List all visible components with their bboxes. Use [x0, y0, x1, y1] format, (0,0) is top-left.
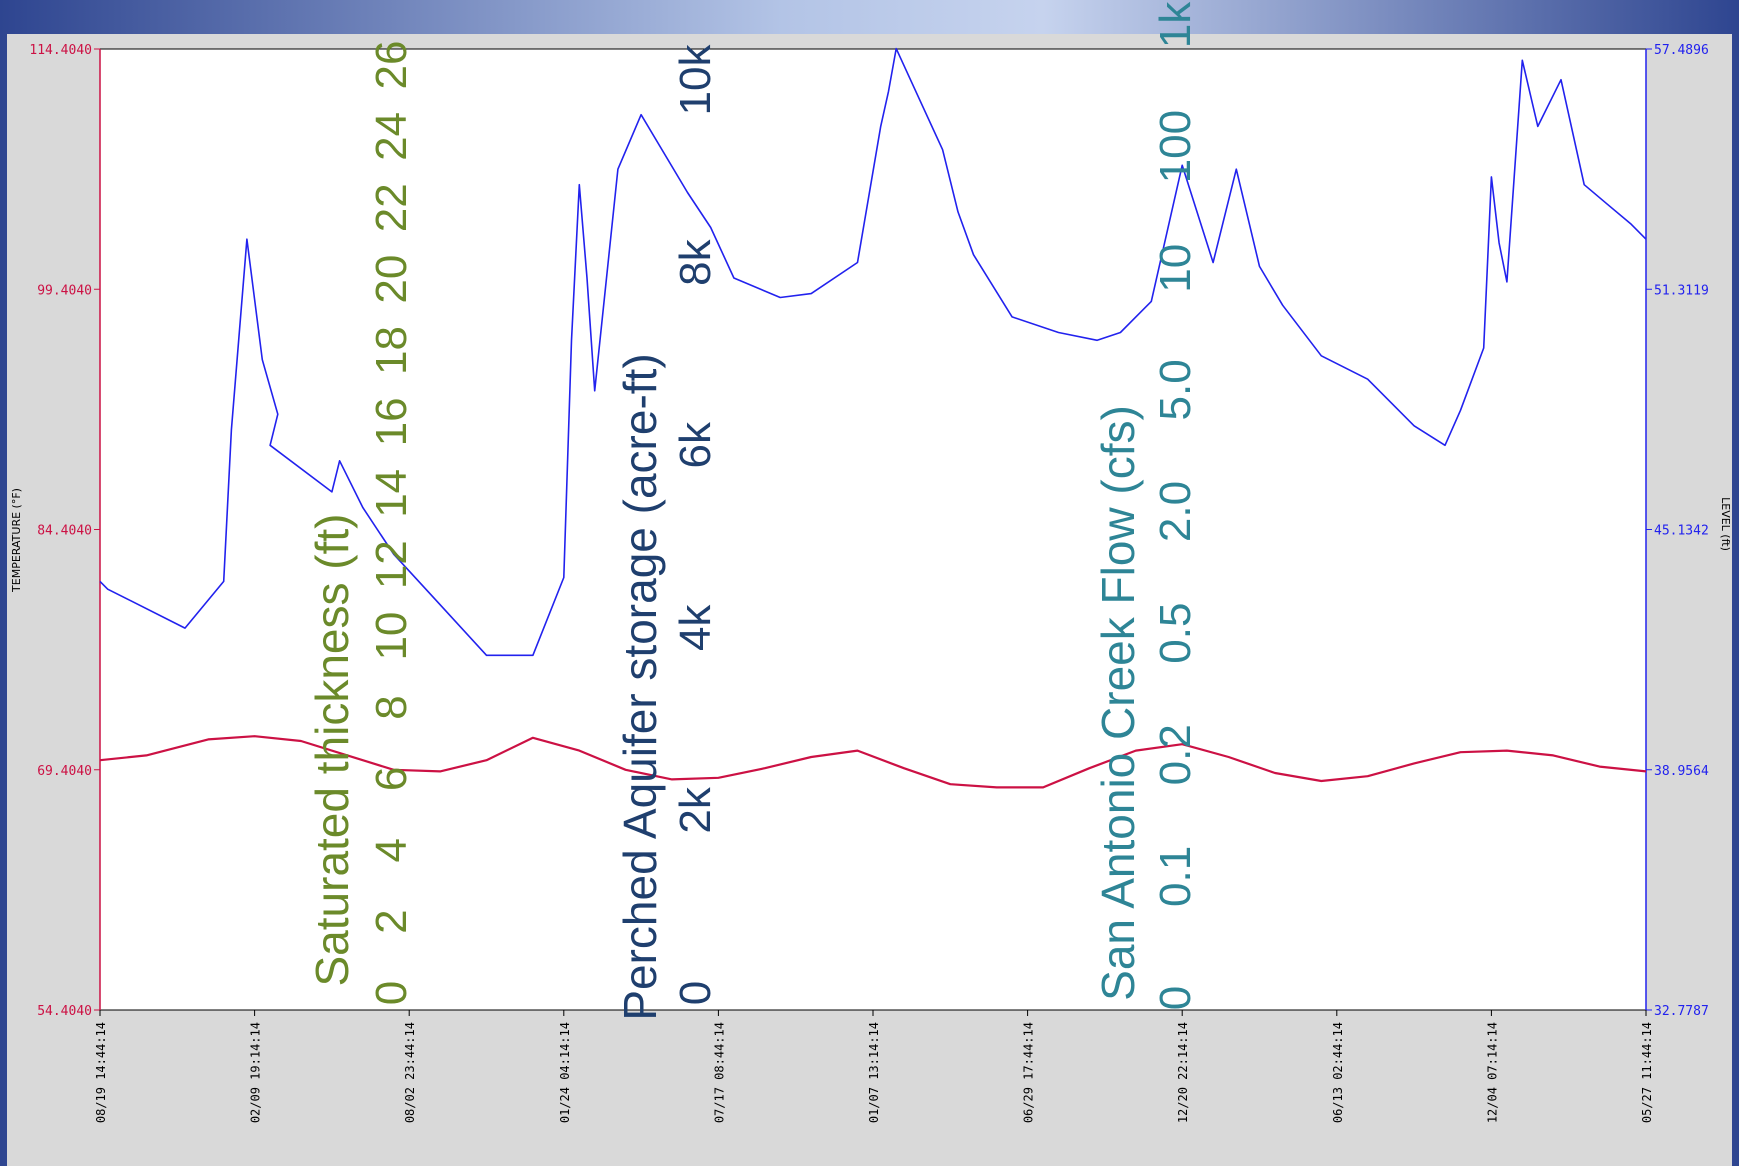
saturated-tick-label: 22: [367, 183, 416, 232]
storage-tick-label: 4k: [671, 604, 720, 651]
flow-tick-label: 0.1: [1151, 846, 1200, 907]
saturated-tick-label: 2: [367, 909, 416, 933]
saturated-tick-label: 16: [367, 397, 416, 446]
saturated-tick-label: 0: [367, 981, 416, 1005]
saturated-tick-label: 4: [367, 838, 416, 862]
x-tick-label: 07/17 08:44:14: [712, 1022, 726, 1123]
temperature-series-line: [99, 735, 1647, 789]
saturated-tick-label: 14: [367, 469, 416, 518]
flow-tick-label: 10: [1151, 244, 1200, 293]
storage-tick-label: 10k: [671, 44, 720, 116]
flow-tick-label: 2.0: [1151, 481, 1200, 542]
storage-tick-label: 2k: [671, 786, 720, 833]
saturated-tick-label: 20: [367, 255, 416, 304]
x-tick-label: 05/27 11:44:14: [1640, 1022, 1654, 1123]
y-right-tick-label: 45.1342: [1654, 524, 1709, 539]
storage-tick-label: 6k: [671, 421, 720, 468]
aquifer-storage-title: Perched Aquifer storage (acre-ft): [614, 353, 666, 1020]
x-tick-label: 12/04 07:14:14: [1485, 1022, 1499, 1123]
storage-tick-label: 0: [671, 981, 720, 1005]
saturated-tick-label: 10: [367, 612, 416, 661]
y-left-tick-label: 69.4040: [37, 764, 92, 779]
level-series-line: [99, 47, 1647, 657]
y-right-tick-label: 32.7787: [1654, 1004, 1709, 1019]
x-tick-label: 06/13 02:44:14: [1331, 1022, 1345, 1123]
saturated-tick-label: 26: [367, 41, 416, 90]
saturated-tick-label: 12: [367, 540, 416, 589]
flow-tick-label: 0: [1151, 986, 1200, 1010]
x-tick-label: 02/09 19:14:14: [249, 1022, 263, 1123]
saturated-tick-label: 8: [367, 695, 416, 719]
flow-tick-label: 5.0: [1151, 359, 1200, 420]
y-left-tick-label: 54.4040: [37, 1004, 92, 1019]
flow-tick-label: 0.5: [1151, 603, 1200, 664]
y-right-tick-label: 57.4896: [1654, 43, 1709, 58]
creek-flow-title: San Antonio Creek Flow (cfs): [1092, 405, 1144, 1001]
x-tick-label: 06/29 17:44:14: [1022, 1022, 1036, 1123]
y-right-axis-label: LEVEL (ft): [1719, 497, 1732, 551]
plot-area: [99, 48, 1647, 1011]
storage-tick-label: 8k: [671, 238, 720, 285]
y-left-tick-label: 99.4040: [37, 283, 92, 298]
saturated-tick-label: 6: [367, 767, 416, 791]
flow-tick-label: 0.2: [1151, 724, 1200, 785]
x-tick-label: 12/20 22:14:14: [1176, 1022, 1190, 1123]
flow-tick-label: 100: [1151, 110, 1200, 183]
flow-tick-label: 1k: [1151, 1, 1200, 48]
y-left-tick-label: 114.4040: [29, 43, 92, 58]
x-tick-label: 08/19 14:44:14: [94, 1022, 108, 1123]
x-tick-label: 08/02 23:44:14: [403, 1022, 417, 1123]
y-left-tick-label: 84.4040: [37, 524, 92, 539]
y-right-tick-label: 51.3119: [1654, 283, 1709, 298]
saturated-tick-label: 18: [367, 326, 416, 375]
saturated-thickness-title: Saturated thickness (ft): [306, 514, 358, 987]
x-tick-label: 01/24 04:14:14: [558, 1022, 572, 1123]
saturated-tick-label: 24: [367, 112, 416, 161]
y-right-tick-label: 38.9564: [1654, 764, 1709, 779]
y-left-axis-label: TEMPERATURE (°F): [10, 488, 23, 593]
x-tick-label: 01/07 13:14:14: [867, 1022, 881, 1123]
